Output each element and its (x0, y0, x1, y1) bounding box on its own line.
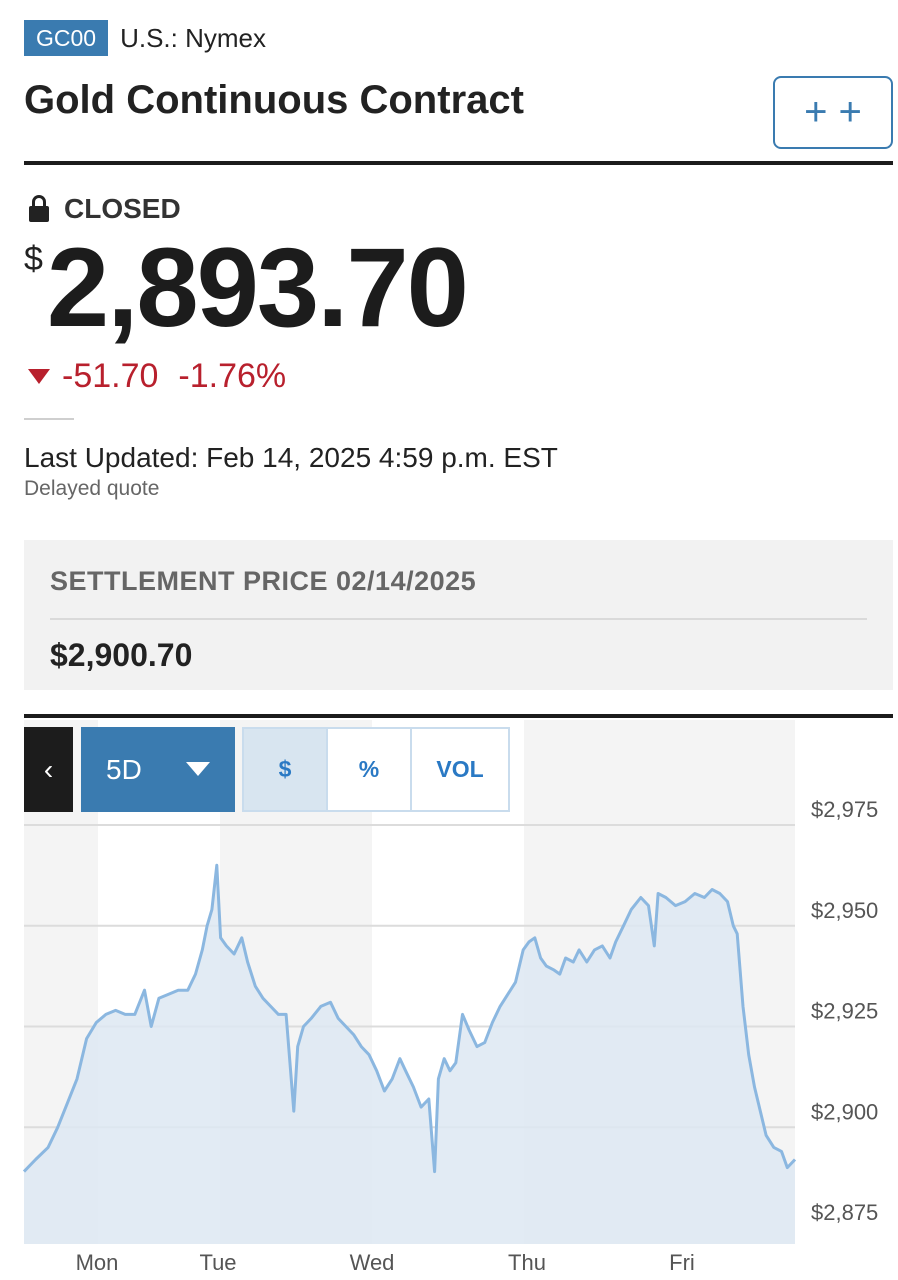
chart-mode-toggle: $ % VOL (242, 727, 510, 812)
y-tick-label: $2,900 (811, 1099, 878, 1124)
caret-down-icon (186, 762, 210, 776)
down-arrow-icon (28, 369, 50, 384)
currency-symbol: $ (24, 240, 43, 278)
settlement-panel: SETTLEMENT PRICE 02/14/2025 $2,900.70 (24, 540, 893, 690)
x-tick-label: Thu (508, 1250, 546, 1275)
price-area (24, 865, 795, 1244)
mode-volume-button[interactable]: VOL (410, 727, 510, 812)
settlement-label: SETTLEMENT PRICE 02/14/2025 (50, 566, 477, 596)
last-price: 2,893.70 (46, 225, 469, 350)
change-percent: -1.76% (178, 357, 287, 395)
delayed-quote-note: Delayed quote (24, 477, 160, 500)
x-tick-label: Tue (199, 1250, 236, 1275)
range-dropdown[interactable]: 5D (81, 727, 235, 812)
settlement-divider (50, 618, 867, 620)
x-tick-label: Mon (76, 1250, 119, 1275)
y-tick-label: $2,875 (811, 1200, 878, 1225)
x-tick-label: Wed (350, 1250, 395, 1275)
price-change: -51.70 -1.76% (28, 357, 286, 396)
price-line (22, 863, 797, 1174)
symbol-badge: GC00 (24, 20, 109, 56)
symbol-row: GC00 U.S.: Nymex (24, 20, 266, 56)
add-to-watchlist-button[interactable]: + + (773, 76, 893, 149)
market-status-text: CLOSED (64, 193, 181, 224)
market-status: CLOSED (28, 193, 181, 225)
mode-dollar-button[interactable]: $ (242, 727, 328, 812)
price-block: $ 2,893.70 (24, 225, 469, 350)
x-tick-label: Fri (669, 1250, 695, 1275)
lock-icon (28, 195, 50, 223)
page-title: Gold Continuous Contract (24, 78, 524, 122)
y-tick-label: $2,975 (811, 797, 878, 822)
header-divider (24, 161, 893, 165)
chart-divider (24, 714, 893, 718)
chart-back-button[interactable]: ‹ (24, 727, 73, 812)
y-tick-label: $2,950 (811, 898, 878, 923)
exchange-label: U.S.: Nymex (120, 22, 267, 53)
mode-percent-button[interactable]: % (326, 727, 412, 812)
settlement-value: $2,900.70 (50, 637, 193, 673)
y-tick-label: $2,925 (811, 999, 878, 1024)
divider (24, 418, 74, 420)
change-value: -51.70 (62, 357, 159, 395)
last-updated: Last Updated: Feb 14, 2025 4:59 p.m. EST (24, 442, 558, 473)
range-label: 5D (106, 753, 142, 785)
